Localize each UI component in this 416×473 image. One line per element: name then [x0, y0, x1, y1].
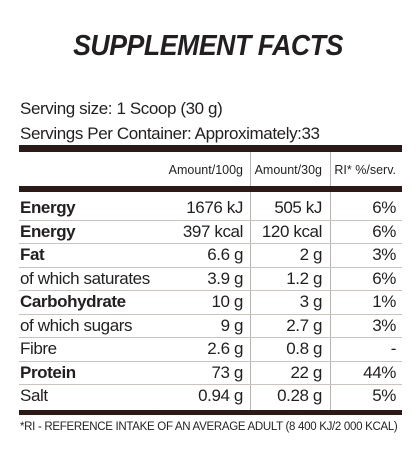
title: SUPPLEMENT FACTS: [73, 30, 343, 62]
divider: [19, 145, 402, 152]
nutrient-value: 5%: [372, 386, 396, 405]
row-divider: [19, 384, 402, 385]
row-divider: [19, 313, 402, 315]
nutrient-value: 120 kcal: [261, 221, 323, 241]
nutrient-value: 44%: [363, 362, 396, 382]
nutrient-value: -: [390, 339, 397, 358]
nutrient-value: 3%: [372, 245, 396, 264]
nutrient-value: 6.6 g: [207, 245, 243, 264]
nutrient-value: 1.2 g: [286, 268, 322, 288]
nutrient-value: 3 g: [299, 292, 323, 311]
nutrient-value: 9 g: [220, 315, 244, 335]
row-divider: [19, 360, 402, 362]
servings-per-container: Servings Per Container: Approximately:33: [20, 124, 320, 143]
divider: [19, 186, 402, 192]
nutrient-value: 1%: [372, 292, 396, 311]
nutrient-value: 2.6 g: [207, 339, 243, 358]
nutrient-label: of which sugars: [20, 315, 133, 335]
row-divider: [19, 266, 402, 268]
nutrient-value: 3.9 g: [207, 268, 243, 288]
nutrient-label: Protein: [20, 362, 76, 382]
nutrient-value: 3%: [372, 315, 396, 335]
nutrient-value: 22 g: [290, 362, 323, 382]
nutrient-value: 505 kJ: [274, 198, 322, 217]
nutrient-label: Energy: [20, 221, 76, 241]
column-header: RI* %/serv.: [334, 163, 396, 177]
row-divider: [19, 290, 402, 291]
row-divider: [19, 337, 402, 338]
nutrient-value: 6%: [372, 221, 396, 241]
divider: [19, 410, 402, 415]
nutrient-label: Salt: [20, 386, 48, 405]
nutrient-value: 2.7 g: [286, 315, 322, 335]
nutrient-value: 6%: [372, 198, 396, 217]
nutrient-label: Fat: [20, 245, 45, 264]
row-divider: [19, 219, 402, 221]
nutrient-value: 73 g: [211, 362, 244, 382]
row-divider: [19, 243, 402, 244]
nutrient-label: Fibre: [20, 339, 57, 358]
column-divider: [330, 152, 331, 410]
nutrient-value: 6%: [372, 268, 396, 288]
column-divider: [250, 152, 251, 410]
nutrient-label: Carbohydrate: [20, 292, 126, 311]
nutrient-value: 2 g: [299, 245, 323, 264]
nutrient-value: 0.94 g: [198, 386, 243, 405]
footnote: *RI - REFERENCE INTAKE OF AN AVERAGE ADU…: [20, 421, 398, 433]
nutrient-label: of which saturates: [20, 268, 150, 288]
column-header: Amount/100g: [168, 163, 243, 177]
nutrient-value: 0.8 g: [286, 339, 322, 358]
serving-size: Serving size: 1 Scoop (30 g): [20, 99, 223, 118]
nutrient-label: Energy: [20, 198, 76, 217]
nutrient-value: 10 g: [211, 292, 244, 311]
nutrient-value: 0.28 g: [277, 386, 322, 405]
nutrient-value: 397 kcal: [182, 221, 244, 241]
nutrient-value: 1676 kJ: [186, 198, 243, 217]
column-header: Amount/30g: [254, 163, 322, 177]
